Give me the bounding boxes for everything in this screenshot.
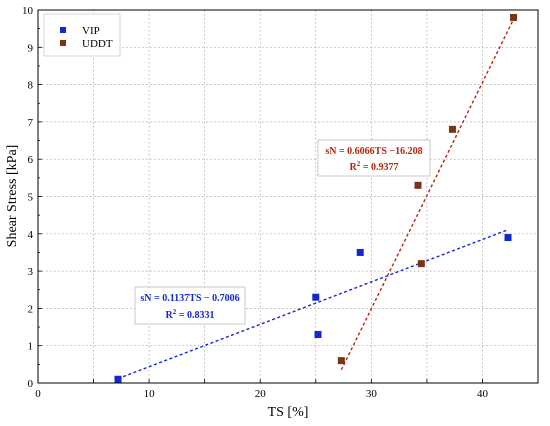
y-tick-label: 4	[28, 229, 34, 241]
equation-vip: sN = 0.1137TS − 0.7006	[140, 293, 239, 304]
y-tick-label: 2	[28, 303, 34, 315]
legend: VIP UDDT	[43, 13, 121, 57]
equation-box-uddt: sN = 0.6066TS −16.208 R2 = 0.9377	[317, 139, 431, 177]
y-tick-label: 0	[28, 378, 34, 390]
y-tick-label: 1	[28, 341, 34, 353]
y-tick-label: 3	[28, 266, 34, 278]
data-point-vip	[312, 293, 320, 301]
equation-box-uddt-frame	[317, 139, 431, 177]
y-tick-label: 10	[22, 5, 34, 17]
data-point-vip	[356, 248, 364, 256]
y-tick-label: 6	[28, 154, 34, 166]
r-squared-uddt: R2 = 0.9377	[350, 160, 399, 173]
x-tick-label: 0	[35, 388, 41, 400]
data-point-uddt	[337, 357, 345, 365]
y-tick-label: 9	[28, 42, 34, 54]
y-tick-label: 7	[28, 117, 34, 129]
r-squared-vip: R2 = 0.8331	[166, 308, 215, 321]
data-point-uddt	[448, 125, 456, 133]
grid	[38, 10, 538, 383]
data-point-uddt	[510, 13, 518, 21]
axis-ticks: 0 10 20 30 40 0 1 2 3 4 5 6 7 8 9 10	[22, 5, 539, 400]
legend-label-uddt: UDDT	[82, 38, 113, 50]
x-tick-label: 30	[366, 388, 378, 400]
legend-swatch-uddt	[60, 40, 66, 46]
data-point-vip	[314, 331, 322, 339]
legend-box	[43, 13, 121, 57]
y-axis-label: Shear Stress [kPa]	[5, 145, 20, 248]
equation-uddt: sN = 0.6066TS −16.208	[325, 146, 422, 157]
data-point-uddt	[417, 260, 425, 268]
trendlines	[117, 18, 515, 380]
data-point-uddt	[414, 181, 422, 189]
legend-swatch-vip	[60, 27, 66, 33]
data-points	[114, 13, 518, 383]
equation-box-vip-frame	[134, 286, 246, 325]
x-tick-label: 40	[477, 388, 489, 400]
y-tick-label: 5	[28, 192, 34, 204]
trendline-uddt	[340, 18, 515, 371]
x-tick-label: 10	[144, 388, 156, 400]
data-point-vip	[114, 375, 122, 383]
trendline-vip	[117, 229, 509, 380]
data-point-vip	[504, 234, 512, 242]
equation-box-vip: sN = 0.1137TS − 0.7006 R2 = 0.8331	[134, 286, 246, 325]
x-tick-label: 20	[255, 388, 267, 400]
legend-label-vip: VIP	[82, 25, 100, 37]
x-axis-label: TS [%]	[268, 405, 309, 420]
y-tick-label: 8	[28, 80, 34, 92]
